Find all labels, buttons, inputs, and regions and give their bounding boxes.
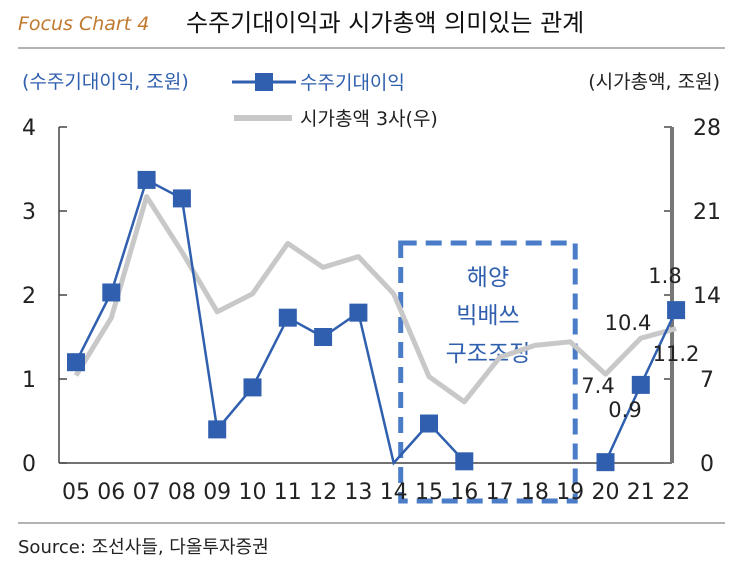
left-tick-label: 2 bbox=[22, 284, 36, 309]
cap-series-line bbox=[73, 194, 677, 405]
x-tick-label: 20 bbox=[592, 480, 620, 505]
legend-label-cap: 시가총액 3사(우) bbox=[300, 108, 438, 130]
x-tick-label: 10 bbox=[239, 480, 267, 505]
orders-point bbox=[596, 453, 615, 472]
orders-point bbox=[243, 378, 262, 397]
right-tick-label: 7 bbox=[700, 368, 714, 393]
legend: 수주기대이익 시가총액 3사(우) bbox=[232, 72, 438, 130]
x-tick-label: 12 bbox=[309, 480, 337, 505]
left-tick-label: 1 bbox=[22, 368, 36, 393]
x-tick-label: 16 bbox=[450, 480, 478, 505]
orders-point bbox=[349, 303, 368, 322]
orders-point bbox=[314, 328, 333, 346]
right-tick-label: 21 bbox=[693, 200, 721, 225]
x-tick-label: 22 bbox=[662, 480, 690, 505]
data-label: 10.4 bbox=[605, 311, 652, 335]
x-tick-label: 11 bbox=[274, 480, 302, 505]
chart-title: 수주기대이익과 시가총액 의미있는 관계 bbox=[186, 9, 584, 37]
x-tick-label: 17 bbox=[486, 480, 514, 505]
highlight-box bbox=[398, 240, 578, 504]
highlight-box-line: 해양 bbox=[467, 265, 509, 291]
x-tick-label: 15 bbox=[415, 480, 443, 505]
orders-point bbox=[102, 283, 121, 302]
right-tick-label: 0 bbox=[700, 452, 714, 477]
orders-point bbox=[455, 452, 474, 471]
legend-label-orders: 수주기대이익 bbox=[300, 72, 405, 94]
orders-point bbox=[137, 170, 156, 189]
orders-point bbox=[631, 375, 650, 394]
x-tick-labels: 05 06 07 08 09 10 11 12 13 14 15 16 17 18 19 20 21 22 bbox=[62, 480, 690, 505]
annotations: 1.8 10.411.2 7.40.9 bbox=[581, 264, 699, 422]
right-tick-label: 14 bbox=[693, 284, 721, 309]
orders-point bbox=[208, 420, 227, 439]
x-tick-label: 13 bbox=[344, 480, 372, 505]
x-tick-label: 09 bbox=[203, 480, 231, 505]
x-tick-label: 18 bbox=[521, 480, 549, 505]
x-tick-label: 08 bbox=[168, 480, 196, 505]
highlight-box-line: 구조조정 bbox=[446, 341, 531, 367]
left-tick-label: 4 bbox=[22, 116, 36, 141]
x-tick-label: 06 bbox=[97, 480, 125, 505]
series-orders bbox=[67, 170, 686, 472]
source-note: Source: 조선사들, 다올투자증권 bbox=[18, 537, 269, 558]
right-tick-label: 28 bbox=[693, 116, 721, 141]
left-tick-label: 0 bbox=[22, 452, 36, 477]
orders-point bbox=[67, 353, 85, 372]
highlight-box-line: 빅배쓰 bbox=[456, 303, 519, 329]
data-label: 1.8 bbox=[648, 264, 681, 288]
orders-point bbox=[172, 189, 191, 208]
x-tick-label: 21 bbox=[627, 480, 655, 505]
orders-point bbox=[278, 308, 297, 327]
x-tick-label: 14 bbox=[380, 480, 408, 505]
x-tick-label: 07 bbox=[133, 480, 161, 505]
data-label: 7.4 bbox=[581, 374, 614, 398]
legend-marker-orders bbox=[255, 73, 273, 91]
data-label: 0.9 bbox=[608, 398, 641, 422]
series-cap bbox=[73, 194, 677, 405]
x-tick-label: 19 bbox=[556, 480, 584, 505]
orders-point bbox=[420, 414, 438, 433]
data-label: 11.2 bbox=[653, 342, 700, 366]
x-tick-label: 05 bbox=[62, 480, 90, 505]
orders-series-line bbox=[74, 178, 466, 466]
orders-point bbox=[667, 301, 686, 320]
left-axis-label: (수주기대이익, 조원) bbox=[22, 71, 189, 93]
right-axis-label: (시가총액, 조원) bbox=[588, 71, 720, 93]
title-prefix: Focus Chart 4 bbox=[18, 13, 149, 35]
left-tick-label: 3 bbox=[22, 200, 36, 225]
